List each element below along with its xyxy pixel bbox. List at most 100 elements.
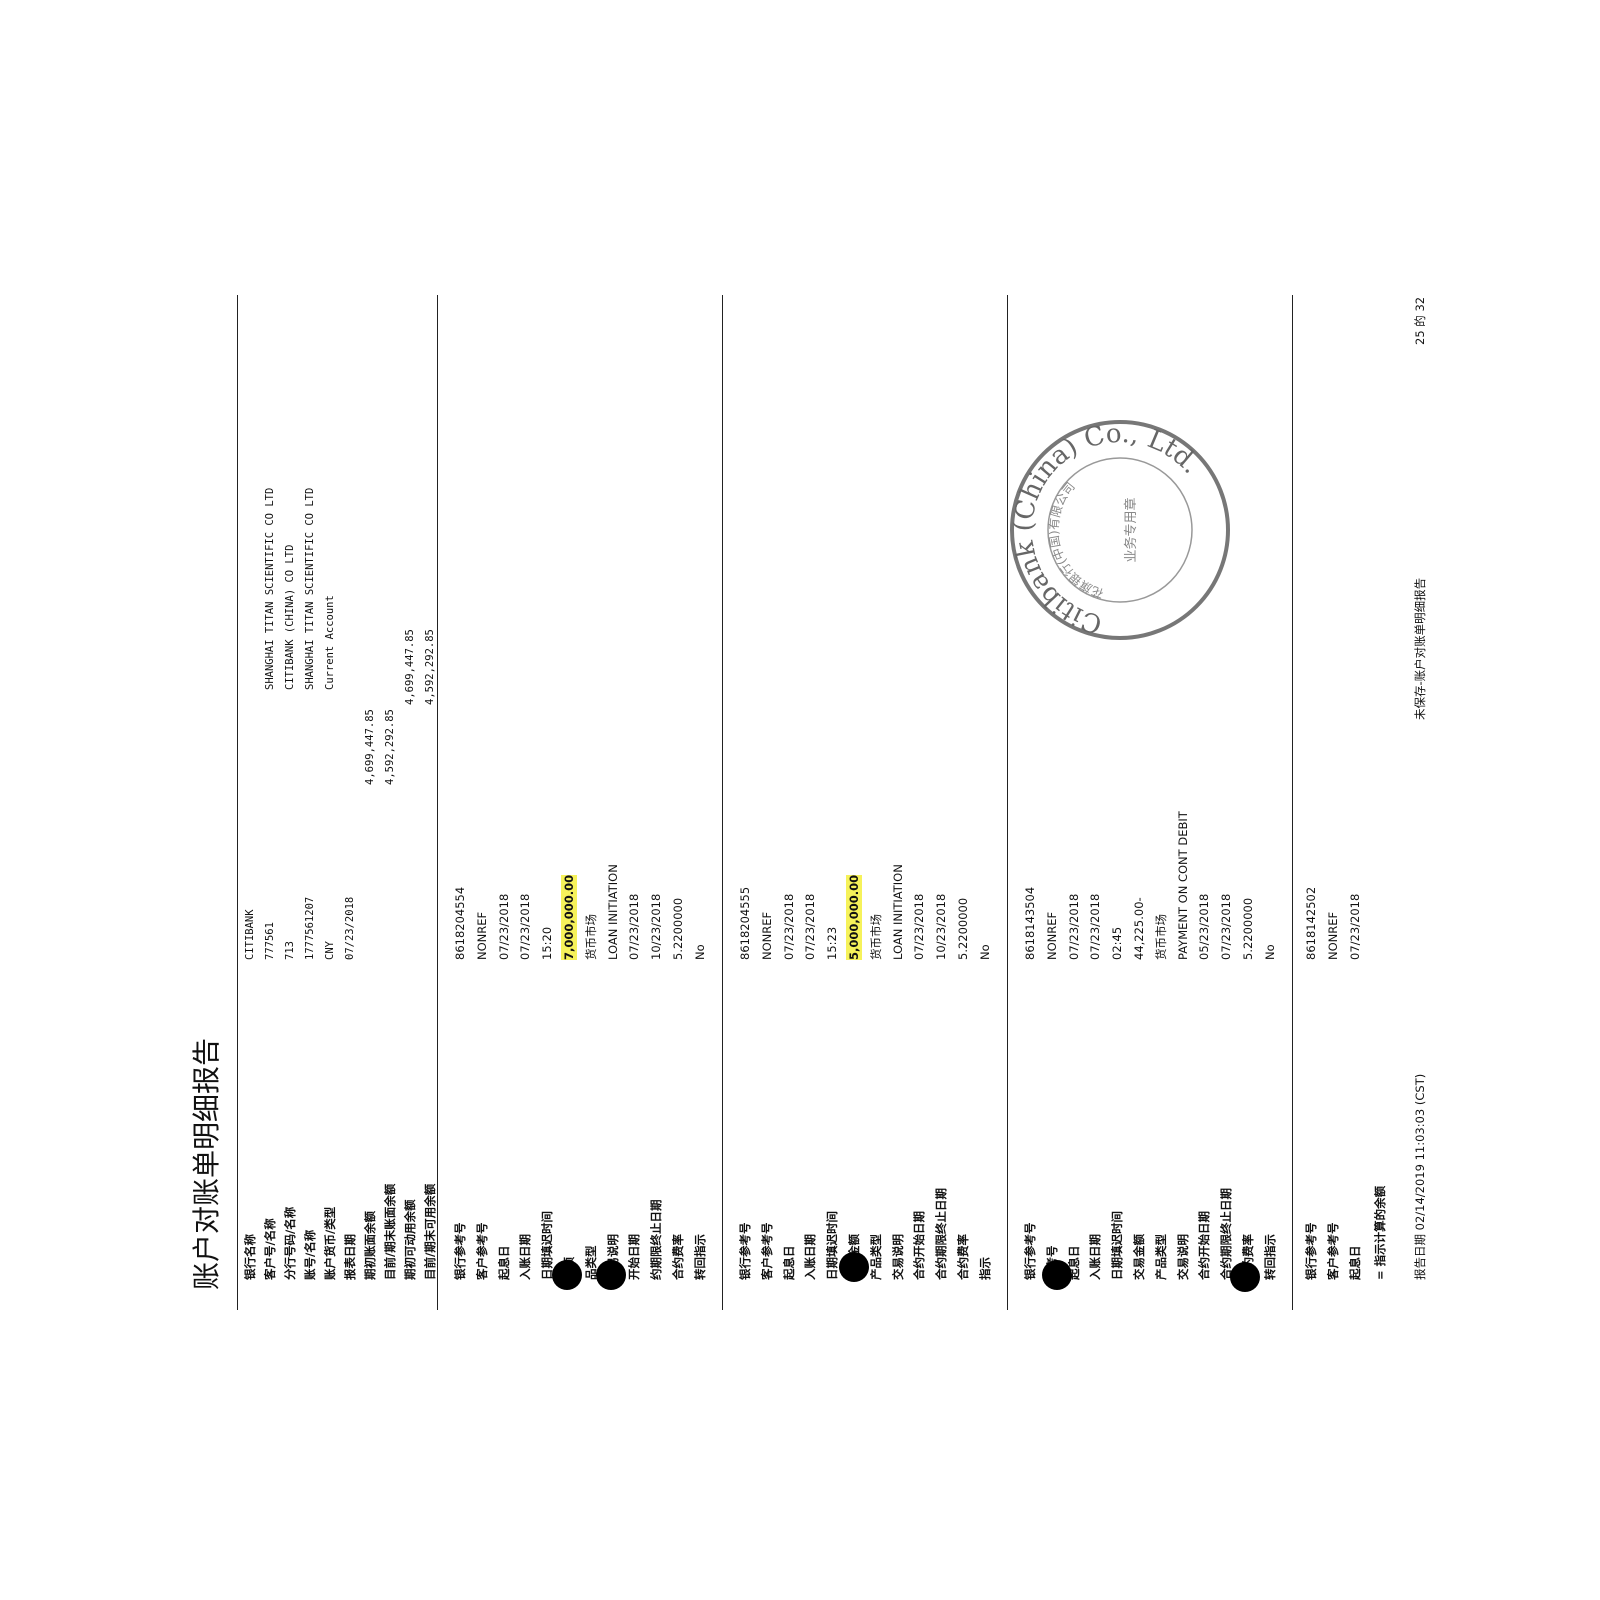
field-name: CITIBANK (CHINA) CO LTD xyxy=(284,544,296,690)
redaction xyxy=(1230,1262,1260,1292)
row-label: 起息日 xyxy=(781,1245,796,1281)
separator xyxy=(1007,295,1008,1310)
field-label: 报表日期 xyxy=(343,1234,357,1280)
row-label: 合约期限终止日期 xyxy=(1219,1188,1234,1280)
row-label: 约期限终止日期 xyxy=(649,1199,664,1281)
stamp-ring xyxy=(1010,420,1230,640)
row-value: NONREF xyxy=(1325,911,1340,960)
field-label: 目前/期末可用余额 xyxy=(423,1183,437,1280)
separator xyxy=(1292,295,1293,1310)
row-value: 15:23 xyxy=(825,926,840,960)
field-value: 07/23/2018 xyxy=(344,896,356,960)
balance: 4,592,292.85 xyxy=(424,629,436,705)
separator xyxy=(722,295,723,1310)
row-label: 合约费率 xyxy=(671,1234,685,1280)
row-value: 44,225.00- xyxy=(1132,897,1146,960)
row-value: 05/23/2018 xyxy=(1197,893,1212,960)
row-value: 07/23/2018 xyxy=(803,893,818,960)
redaction xyxy=(596,1260,626,1290)
row-value: 07/23/2018 xyxy=(496,893,511,960)
row-value: 02:45 xyxy=(1110,926,1125,960)
balance: 4,699,447.85 xyxy=(404,629,416,705)
row-label: 合约期限终止日期 xyxy=(934,1188,949,1280)
row-value: 5.2200000 xyxy=(956,897,970,960)
row-label: 日期填迟时间 xyxy=(825,1211,840,1280)
row-label: 客户参考号 xyxy=(1325,1222,1340,1281)
balance: 4,699,447.85 xyxy=(364,709,376,785)
separator xyxy=(237,295,238,1310)
row-label: 产品类型 xyxy=(1153,1234,1168,1280)
row-label: 开始日期 xyxy=(627,1234,642,1280)
field-name: SHANGHAI TITAN SCIENTIFIC CO LTD xyxy=(304,487,316,690)
field-label: 账户货币/类型 xyxy=(323,1206,337,1280)
row-value: 15:20 xyxy=(540,926,555,960)
balance: 4,592,292.85 xyxy=(384,709,396,785)
row-label: 日期填迟时间 xyxy=(1110,1211,1125,1280)
field-label: 客户号/名称 xyxy=(263,1218,277,1280)
row-value: 07/23/2018 xyxy=(1066,893,1081,960)
redaction xyxy=(552,1260,582,1290)
row-label: 客户参考号 xyxy=(474,1222,489,1281)
field-name: SHANGHAI TITAN SCIENTIFIC CO LTD xyxy=(264,487,276,690)
row-value: 07/23/2018 xyxy=(1219,893,1234,960)
row-value: NONREF xyxy=(1044,911,1059,960)
row-value: 8618204554 xyxy=(453,886,467,960)
row-label: 产品类型 xyxy=(868,1234,883,1280)
field-label: 分行号码/名称 xyxy=(283,1206,297,1280)
field-value: CITIBANK xyxy=(244,909,256,960)
row-value: 货币市场 xyxy=(583,914,598,960)
field-value: CNY xyxy=(324,941,336,960)
row-value: 货币市场 xyxy=(868,914,883,960)
field-label: 目前/期末账面余额 xyxy=(383,1183,397,1280)
row-value: No xyxy=(1262,944,1277,960)
row-label: 合约开始日期 xyxy=(1197,1211,1212,1280)
document-name: 未保存-账户对账单明细报告 xyxy=(1413,577,1427,720)
row-label: 合约开始日期 xyxy=(912,1211,927,1280)
statement: 账户对账单明细报告 Citibank (China) Co., Ltd. 花旗银… xyxy=(190,290,1440,1310)
row-value: 07/23/2018 xyxy=(912,893,927,960)
page-number: 25 的 32 xyxy=(1413,296,1427,345)
row-label: 交易说明 xyxy=(1175,1234,1190,1280)
row-label: 入账日期 xyxy=(803,1234,818,1280)
report-date: 报告日期 02/14/2019 11:03:03 (CST) xyxy=(1413,1073,1427,1280)
separator xyxy=(437,295,438,1310)
field-label: 期初账面余额 xyxy=(363,1211,377,1280)
stamp-center: 业务专用章 xyxy=(1123,497,1139,562)
row-value: NONREF xyxy=(474,911,489,960)
row-value: 07/23/2018 xyxy=(1088,893,1103,960)
row-label: 客户参考号 xyxy=(759,1222,774,1281)
row-label: 指示 xyxy=(977,1257,992,1280)
row-label: 银行参考号 xyxy=(738,1222,752,1281)
row-label: 交易金额 xyxy=(1132,1234,1146,1280)
row-value: LOAN INITIATION xyxy=(890,864,905,960)
row-label: 银行参考号 xyxy=(453,1222,467,1281)
row-value: 5.2200000 xyxy=(1241,897,1255,960)
row-label: 银行参考号 xyxy=(1023,1222,1037,1281)
field-value: 777561 xyxy=(264,922,276,960)
row-value: No xyxy=(977,944,992,960)
row-label: 入账日期 xyxy=(1088,1234,1103,1280)
row-label: 转回指示 xyxy=(692,1234,707,1280)
row-value: 8618142502 xyxy=(1304,886,1318,960)
row-label: 起息日 xyxy=(496,1245,511,1281)
row-value: 07/23/2018 xyxy=(1347,893,1362,960)
redaction xyxy=(839,1252,869,1282)
row-value: 7,000,000.00 xyxy=(561,874,577,960)
row-value: 8618204555 xyxy=(738,886,752,960)
row-value: 货币市场 xyxy=(1153,914,1168,960)
title: 账户对账单明细报告 xyxy=(190,1037,223,1290)
field-value: 713 xyxy=(284,941,296,960)
row-value: No xyxy=(692,944,707,960)
row-value: 5,000,000.00 xyxy=(846,874,862,960)
row-value: LOAN INITIATION xyxy=(605,864,620,960)
row-label: 起息日 xyxy=(1347,1245,1362,1281)
row-value: 07/23/2018 xyxy=(781,893,796,960)
row-label: 合约费率 xyxy=(956,1234,970,1280)
field-label: 账号/名称 xyxy=(303,1229,317,1280)
row-value: 5.2200000 xyxy=(671,897,685,960)
stamp-outer: Citibank (China) Co., Ltd. xyxy=(1009,419,1206,639)
row-value: 07/23/2018 xyxy=(627,893,642,960)
stamp: Citibank (China) Co., Ltd. 花旗银行(中国)有限公司 … xyxy=(1009,419,1230,640)
stamp-ring xyxy=(1047,457,1193,603)
row-value: PAYMENT ON CONT DEBIT xyxy=(1175,811,1190,960)
